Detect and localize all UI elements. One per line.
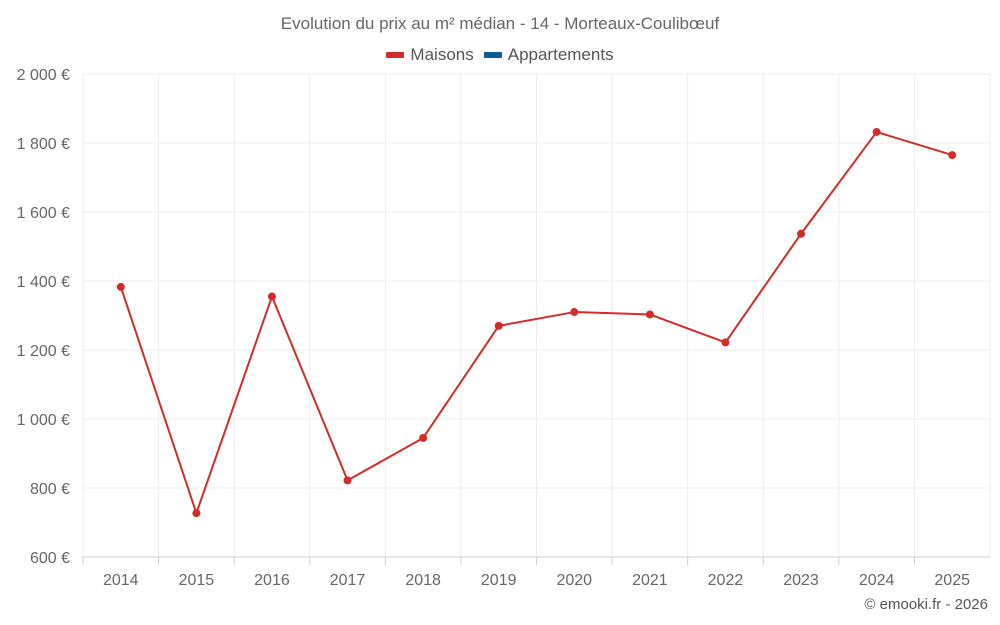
x-tick-label: 2017	[330, 572, 366, 589]
data-point-maisons	[419, 433, 428, 442]
legend-item-maisons[interactable]: Maisons	[386, 45, 474, 65]
legend-swatch-appartements	[483, 52, 502, 58]
series-line-maisons	[119, 130, 953, 515]
data-point-maisons	[494, 321, 503, 330]
data-point-maisons	[267, 292, 276, 301]
data-point-maisons	[797, 229, 806, 238]
legend-label-maisons: Maisons	[410, 45, 474, 64]
x-tick-label: 2021	[632, 572, 668, 589]
y-tick-label: 800 €	[30, 481, 70, 498]
y-tick-label: 600 €	[30, 550, 70, 567]
chart-legend: Maisons Appartements	[0, 45, 1000, 65]
x-tick-label: 2019	[481, 572, 517, 589]
legend-label-appartements: Appartements	[507, 45, 614, 64]
chart-title: Evolution du prix au m² médian - 14 - Mo…	[280, 14, 720, 33]
y-tick-label: 1 000 €	[17, 412, 70, 429]
y-tick-label: 1 400 €	[17, 274, 70, 291]
x-tick-label: 2018	[405, 572, 441, 589]
y-tick-label: 2 000 €	[17, 67, 70, 84]
data-point-maisons	[872, 127, 881, 136]
data-point-maisons	[116, 282, 125, 291]
x-tick-label: 2022	[708, 572, 744, 589]
x-tick-label: 2015	[179, 572, 215, 589]
data-point-maisons	[192, 509, 201, 518]
data-point-maisons	[570, 308, 579, 317]
x-tick-label: 2020	[556, 572, 592, 589]
x-tick-label: 2023	[783, 572, 819, 589]
legend-swatch-maisons	[386, 52, 405, 58]
data-point-maisons	[645, 310, 654, 319]
x-tick-label: 2024	[859, 572, 895, 589]
x-tick-label: 2025	[934, 572, 970, 589]
x-tick-label: 2016	[254, 572, 290, 589]
data-point-maisons	[343, 476, 352, 485]
y-tick-label: 1 600 €	[17, 205, 70, 222]
x-tick-label: 2014	[103, 572, 139, 589]
data-point-maisons	[948, 151, 957, 160]
y-tick-label: 1 800 €	[17, 136, 70, 153]
credit-text: © emooki.fr - 2026	[864, 596, 988, 613]
y-tick-label: 1 200 €	[17, 343, 70, 360]
legend-item-appartements[interactable]: Appartements	[483, 45, 614, 65]
data-point-maisons	[721, 338, 730, 347]
